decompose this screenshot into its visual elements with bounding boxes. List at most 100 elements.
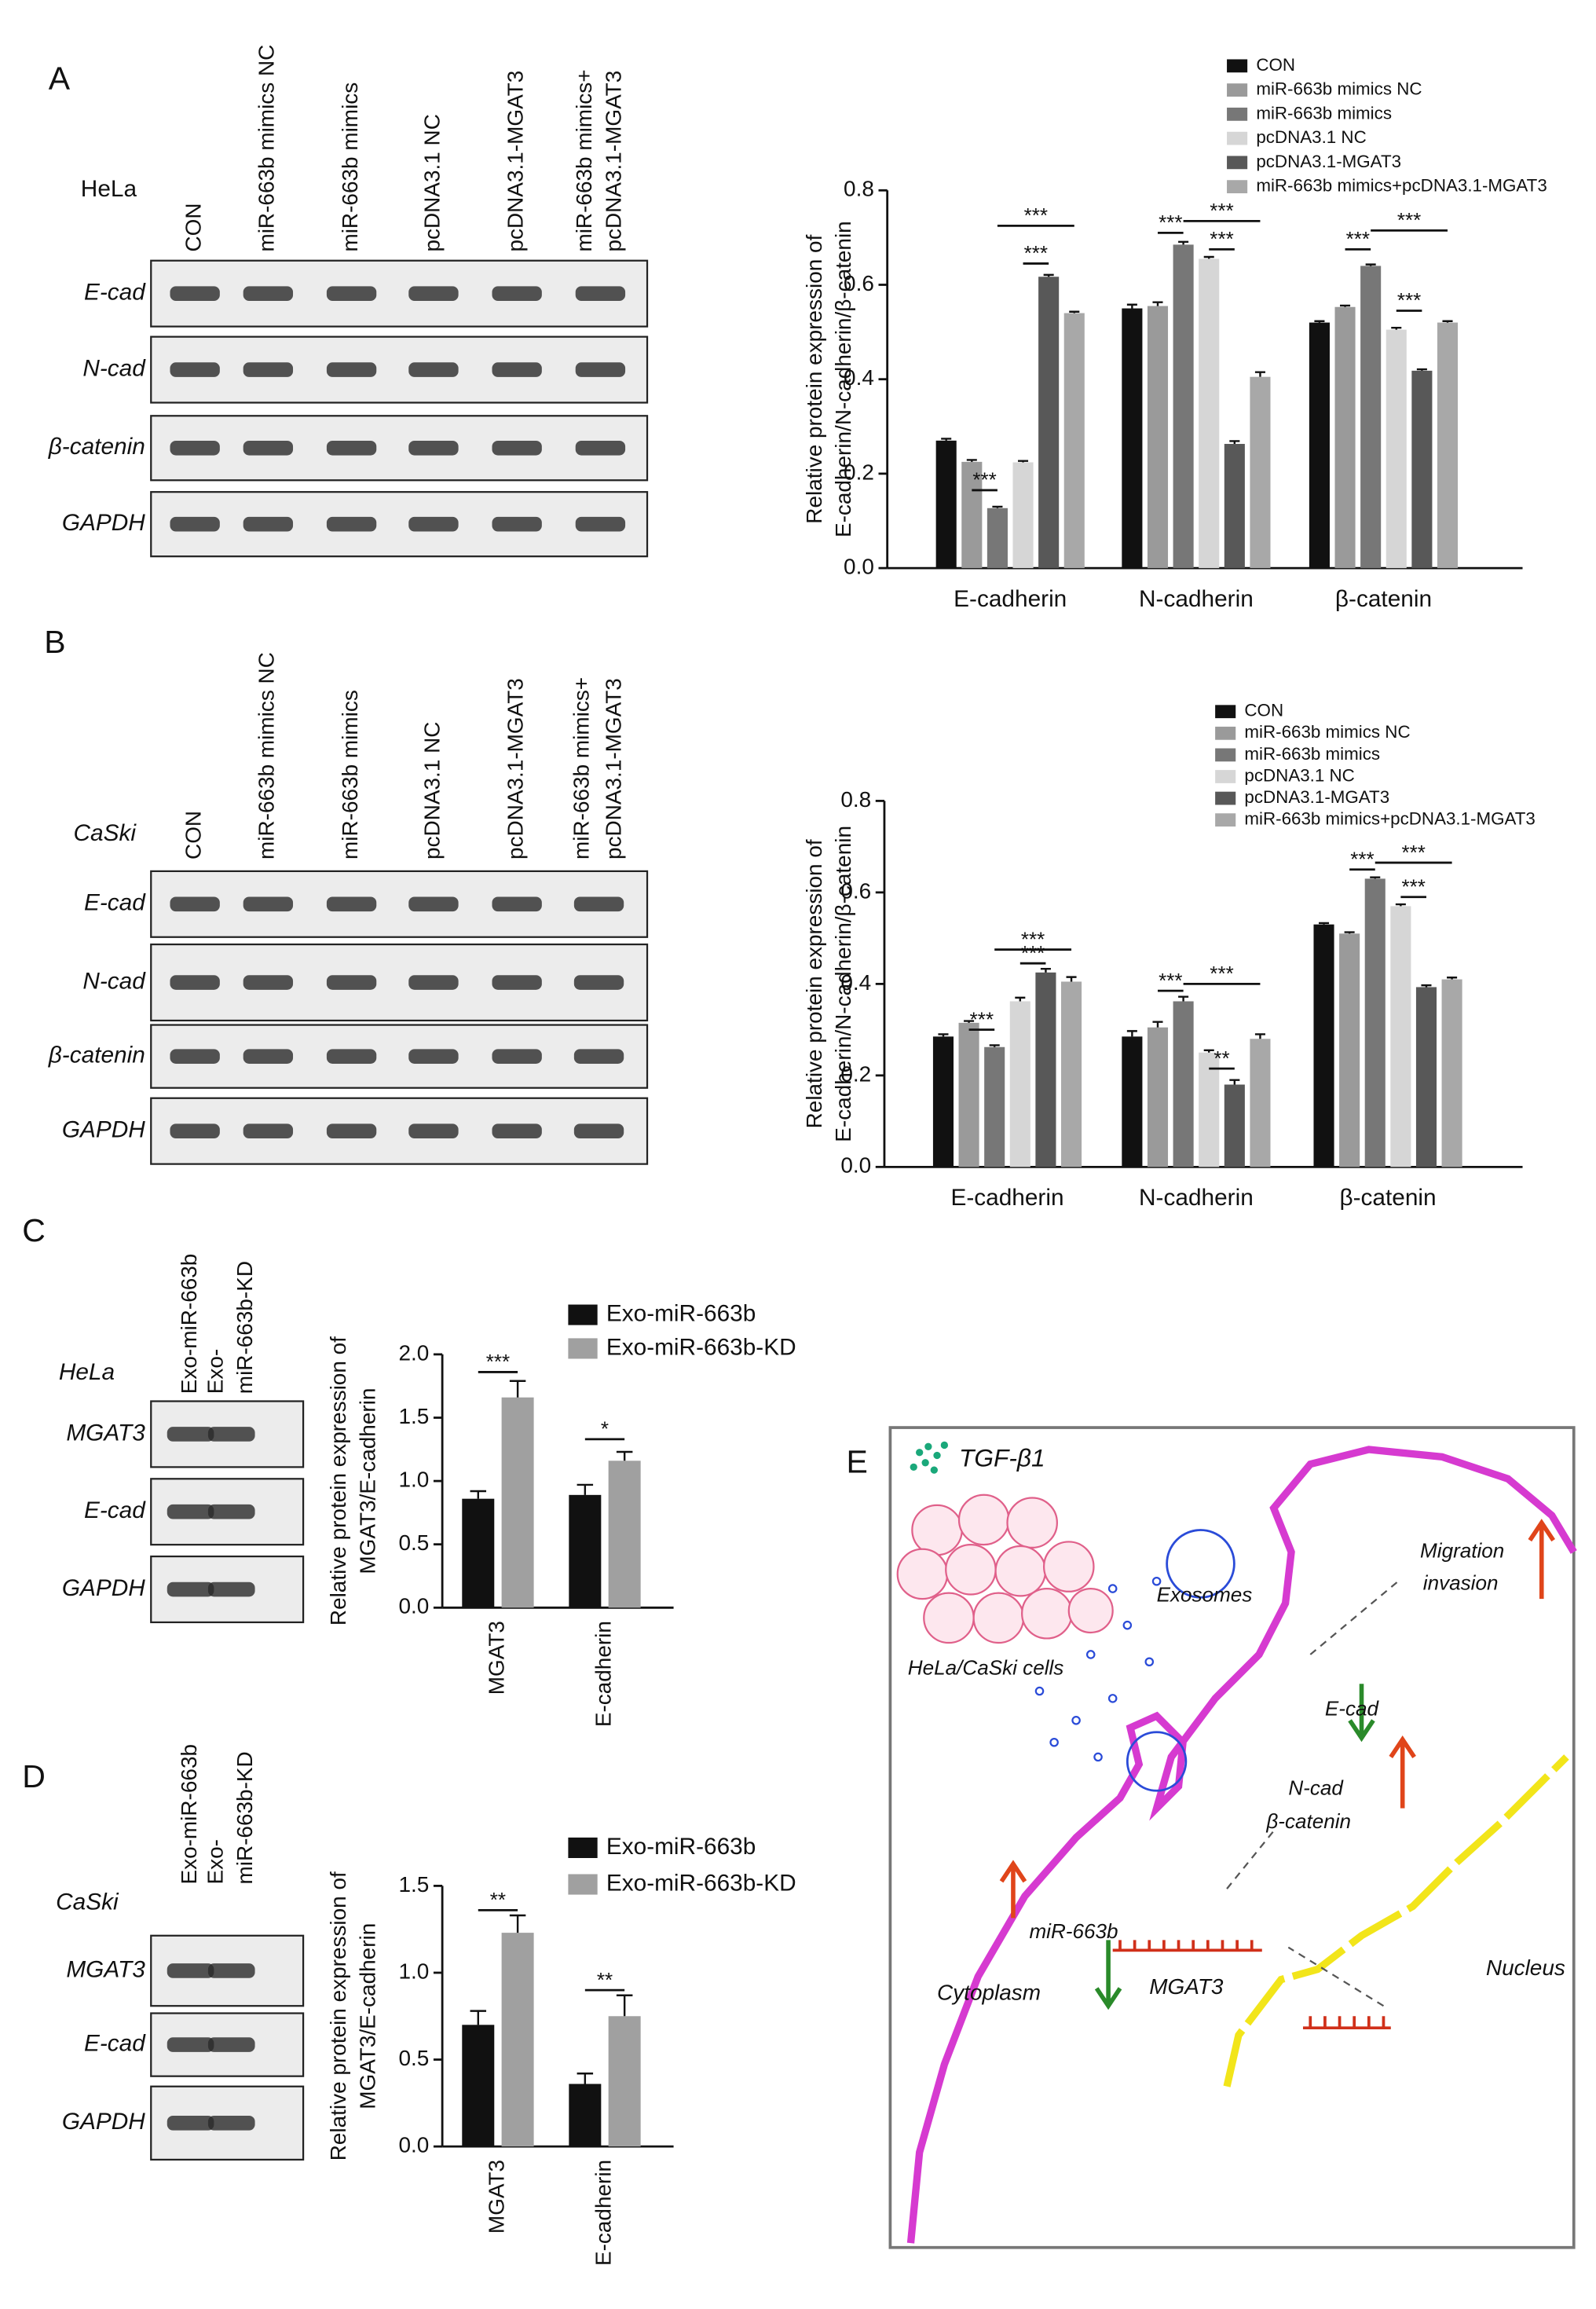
row-label: N-cad <box>82 355 146 381</box>
bar <box>932 1036 954 1167</box>
y-axis-label: Relative protein expression of <box>326 1336 350 1625</box>
lane-label: CON <box>181 811 206 859</box>
error-bar <box>1152 301 1163 306</box>
y-tick-label: 0.6 <box>840 878 871 903</box>
legend-swatch <box>1215 748 1236 762</box>
significance-label: *** <box>1210 962 1233 985</box>
legend-swatch <box>568 1304 598 1325</box>
lane-label: miR-663b mimics NC <box>254 45 279 252</box>
legend-swatch <box>1227 180 1248 194</box>
legend-label: miR-663b mimics NC <box>1244 722 1410 742</box>
blot-strip <box>150 491 649 558</box>
blot-band <box>170 975 220 990</box>
error-bar <box>966 459 977 462</box>
blot-band <box>492 286 542 301</box>
blot-strip <box>150 1024 649 1089</box>
blot-band <box>492 440 542 456</box>
y-tick-label: 1.5 <box>399 1404 430 1428</box>
legend-swatch <box>568 1874 598 1895</box>
blot-band <box>573 896 624 912</box>
blot-band <box>573 975 624 990</box>
error-bar <box>1447 977 1458 980</box>
legend-label: Exo-miR-663b <box>606 1834 756 1860</box>
lane-label: pcDNA3.1-MGAT3 <box>601 71 625 252</box>
panel-letter: B <box>44 624 65 660</box>
row-label: MGAT3 <box>66 1420 145 1446</box>
error-bar <box>1043 273 1054 277</box>
y-tick-label: 0.8 <box>840 787 871 812</box>
blot-band <box>408 516 459 532</box>
blot-band <box>167 2037 214 2052</box>
diagram-label: TGF-β1 <box>959 1443 1045 1472</box>
row-label: E-cad <box>84 280 146 306</box>
legend-swatch <box>1227 83 1248 97</box>
bar <box>608 1461 641 1608</box>
blot-band <box>573 1123 624 1138</box>
blot-band <box>243 440 294 456</box>
blot-band <box>408 286 459 301</box>
error-bar <box>1040 967 1051 973</box>
bar <box>1038 277 1060 569</box>
bar <box>462 1498 495 1608</box>
bar <box>1386 329 1407 569</box>
y-tick-label: 0.5 <box>399 2046 430 2070</box>
blot-band <box>492 516 542 532</box>
significance-label: *** <box>1401 874 1425 898</box>
error-bar <box>1442 320 1453 323</box>
diagram-shapes <box>888 1426 1577 2249</box>
error-bar <box>616 1450 633 1461</box>
error-bar <box>1178 240 1189 245</box>
error-bar <box>1318 922 1330 925</box>
bar <box>958 1022 979 1167</box>
legend-label: pcDNA3.1 NC <box>1244 765 1354 785</box>
bar <box>1035 972 1056 1167</box>
y-tick-label: 0.8 <box>844 177 874 201</box>
error-bar <box>1203 255 1214 259</box>
diagram-label: Nucleus <box>1486 1955 1565 1980</box>
bar <box>1147 1027 1169 1167</box>
legend-swatch <box>568 1338 598 1359</box>
legend-label: Exo-miR-663b <box>606 1300 756 1326</box>
bar <box>1441 979 1462 1167</box>
blot-band <box>167 1427 214 1442</box>
significance-label: *** <box>1210 199 1233 222</box>
error-bar <box>616 1994 633 2017</box>
lane-label: pcDNA3.1-MGAT3 <box>503 678 528 859</box>
error-bar <box>1370 876 1381 879</box>
blot-band <box>167 1504 214 1519</box>
row-label: β-catenin <box>48 1043 145 1068</box>
y-tick-label: 1.5 <box>399 1872 430 1897</box>
diagram-label: invasion <box>1423 1570 1499 1594</box>
diagram-label: E-cad <box>1325 1697 1380 1721</box>
bar <box>961 461 983 569</box>
y-axis-label: Relative protein expression of <box>802 839 826 1128</box>
diagram-label: N-cad <box>1288 1776 1344 1799</box>
bar <box>1009 1001 1030 1167</box>
exosome-dots <box>1034 1529 1235 1792</box>
lane-label: pcDNA3.1-MGAT3 <box>601 678 625 859</box>
legend-label: miR-663b mimics+pcDNA3.1-MGAT3 <box>1256 176 1547 196</box>
bar <box>1173 1001 1194 1167</box>
legend-swatch <box>568 1837 598 1858</box>
legend-label: miR-663b mimics+pcDNA3.1-MGAT3 <box>1244 809 1535 829</box>
legend-label: miR-663b mimics NC <box>1256 79 1422 99</box>
blot-strip <box>150 870 649 938</box>
blot-strip <box>150 415 649 482</box>
legend-swatch <box>1215 791 1236 805</box>
lane-label: miR-663b mimics+ <box>569 677 593 859</box>
x-tick-label: MGAT3 <box>484 1621 508 1695</box>
error-bar <box>964 1020 975 1023</box>
significance-label: *** <box>1397 208 1421 232</box>
diagram-label: Cytoplasm <box>937 1981 1041 2005</box>
lane-label: miR-663b mimics <box>338 690 362 859</box>
blot-band <box>207 1963 255 1978</box>
blot-band <box>207 2037 255 2052</box>
blot-band <box>243 362 294 377</box>
cell-membrane <box>906 1446 1577 2244</box>
bar <box>1313 924 1334 1167</box>
blot-band <box>207 2115 255 2131</box>
blot-band <box>243 975 294 990</box>
significance-label: *** <box>1021 941 1045 965</box>
error-bar <box>1018 460 1029 463</box>
blot-band <box>207 1504 255 1519</box>
